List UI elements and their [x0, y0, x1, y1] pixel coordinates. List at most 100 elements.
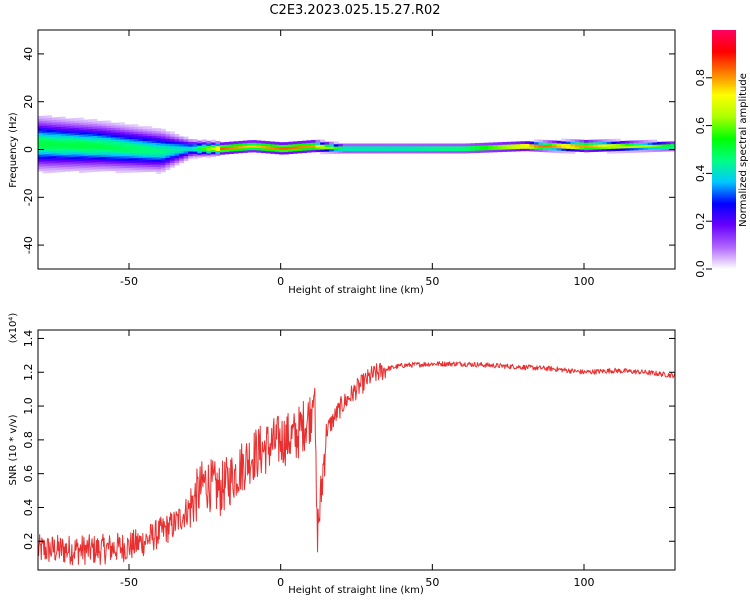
- spectrogram-cell: [147, 159, 153, 163]
- spectrogram-cell: [565, 143, 571, 147]
- spectrogram-cell: [101, 132, 107, 136]
- y-tick-label: -20: [22, 188, 35, 206]
- spectrogram-cell: [92, 138, 98, 141]
- spectrogram-cell: [388, 148, 394, 152]
- spectrogram-cell: [106, 163, 112, 167]
- spectrogram-cell: [51, 136, 57, 140]
- spectrogram-cell: [101, 166, 107, 169]
- spectrogram-cell: [565, 138, 571, 142]
- spectrogram-cell: [179, 146, 184, 149]
- spectrogram-cell: [392, 145, 398, 149]
- spectrogram-cell: [242, 140, 248, 144]
- spectrogram-cell: [265, 141, 271, 144]
- spectrogram-cell: [147, 140, 153, 144]
- spectrogram-cell: [165, 136, 171, 139]
- spectrogram-cell: [124, 155, 130, 159]
- spectrogram-cell: [188, 153, 194, 157]
- spectrogram-cell: [411, 143, 417, 147]
- spectrogram-cell: [147, 138, 153, 141]
- spectrogram-cell: [602, 148, 608, 152]
- spectrogram-cell: [179, 150, 184, 154]
- spectrogram-cell: [465, 143, 471, 147]
- spectrogram-cell: [197, 140, 203, 144]
- spectrogram-cell: [620, 140, 626, 144]
- spectrogram-cell: [115, 160, 121, 164]
- spectrogram-cell: [588, 139, 594, 143]
- spectrogram-cell: [78, 163, 84, 166]
- spectrogram-cell: [183, 158, 189, 161]
- spectrogram-cell: [110, 127, 116, 131]
- spectrogram-cell: [69, 146, 75, 150]
- spectrogram-cell: [552, 142, 558, 146]
- spectrogram-cell: [315, 149, 321, 153]
- spectrogram-cell: [524, 146, 530, 149]
- spectrogram-cell: [242, 142, 248, 146]
- spectrogram-cell: [165, 157, 171, 161]
- spectrogram-cell: [670, 143, 676, 147]
- spectrogram-cell: [342, 145, 348, 149]
- spectrogram-cell: [119, 134, 125, 138]
- spectrogram-cell: [306, 145, 312, 148]
- spectrogram-cell: [92, 123, 98, 127]
- spectrogram-cell: [351, 143, 357, 147]
- spectrogram-cell: [233, 148, 239, 152]
- spectrogram-cell: [119, 124, 125, 128]
- spectrogram-cell: [65, 152, 71, 155]
- snr-x-axis-label: Height of straight line (km): [288, 585, 424, 596]
- spectrogram-cell: [88, 164, 93, 168]
- spectrogram-cell: [374, 150, 380, 154]
- colorbar-label: Normalized spectral amplitude: [738, 73, 749, 227]
- spectrogram-cell: [370, 143, 376, 147]
- spectrogram-cell: [74, 163, 80, 167]
- spectrogram-cell: [247, 144, 253, 148]
- spectrogram-cell: [570, 148, 576, 152]
- spectrogram-cell: [661, 144, 667, 147]
- spectrogram-cell: [42, 130, 48, 133]
- spectrogram-cell: [97, 159, 103, 162]
- spectrogram-cell: [74, 141, 80, 145]
- spectrogram-cell: [179, 157, 184, 161]
- spectrogram-cell: [270, 148, 275, 152]
- spectrogram-cell: [470, 148, 476, 151]
- spectrogram-cell: [83, 153, 89, 156]
- spectrogram-cell: [406, 143, 412, 147]
- spectrogram-cell: [92, 126, 98, 129]
- spectrogram-cell: [597, 144, 603, 147]
- spectrogram-cell: [78, 129, 84, 133]
- spectrogram-cell: [274, 144, 280, 148]
- spectrogram-cell: [406, 148, 412, 152]
- spectrogram-cell: [638, 149, 644, 153]
- y-tick-label: 0: [22, 146, 35, 153]
- spectrogram-cell: [311, 147, 316, 150]
- spectrogram-cell: [42, 168, 48, 172]
- spectrogram-cell: [129, 145, 134, 149]
- spectrogram-cell: [502, 144, 508, 148]
- spectrogram-cell: [188, 155, 194, 159]
- spectrogram-cell: [101, 137, 107, 141]
- spectrogram-cell: [438, 150, 444, 154]
- spectrogram-cell: [456, 148, 462, 152]
- spectrogram-cell: [133, 162, 139, 166]
- spectrogram-cell: [420, 145, 426, 149]
- spectrogram-cell: [388, 145, 394, 149]
- spectrogram-cell: [220, 142, 225, 146]
- spectrogram-cell: [83, 165, 89, 168]
- spectrogram-cell: [147, 130, 153, 134]
- spectrogram-cell: [88, 152, 93, 156]
- spectrogram-cell: [556, 150, 562, 154]
- spectrogram-cell: [315, 146, 321, 150]
- spectrogram-cell: [151, 166, 157, 170]
- spectrogram-cell: [174, 150, 180, 154]
- spectrogram-cell: [606, 139, 612, 142]
- spectrogram-cell: [160, 136, 166, 139]
- spectrogram-cell: [447, 143, 453, 147]
- spectrogram-cell: [78, 127, 84, 130]
- spectrogram-cell: [124, 167, 130, 171]
- spectrogram-cell: [634, 140, 639, 144]
- spectrogram-cell: [361, 150, 366, 154]
- spectrogram-cell: [124, 126, 130, 130]
- spectrogram-cell: [347, 150, 353, 154]
- x-tick-label: 50: [425, 576, 439, 589]
- spectrogram-cell: [97, 149, 103, 153]
- spectrogram-cell: [320, 149, 326, 152]
